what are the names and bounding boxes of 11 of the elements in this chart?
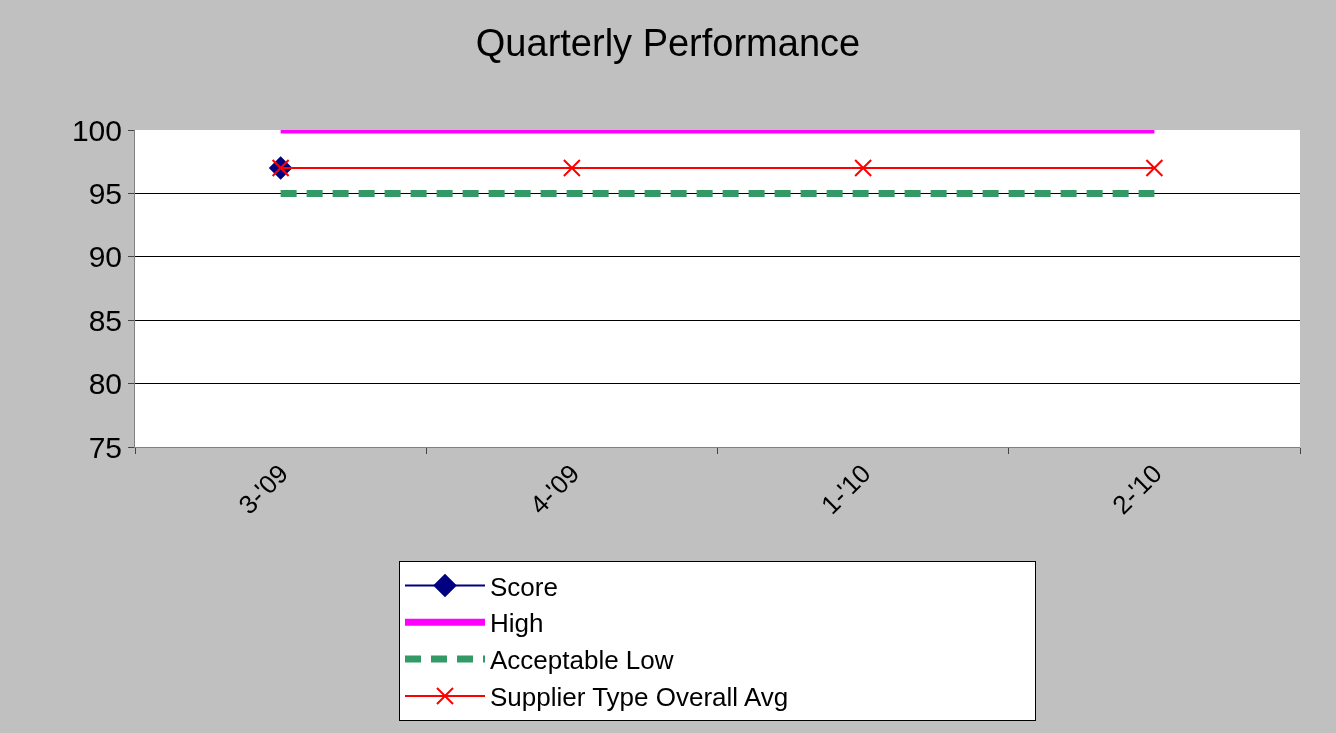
y-tick-label: 85: [88, 303, 122, 337]
legend-label: Acceptable Low: [490, 645, 674, 676]
y-tick-label: 75: [88, 430, 122, 464]
y-tick-label: 90: [88, 240, 122, 274]
y-tick-label: 95: [88, 176, 122, 210]
legend-label: Supplier Type Overall Avg: [490, 682, 789, 713]
legend-label: Score: [490, 571, 558, 602]
legend-label: High: [490, 608, 544, 639]
y-tick-label: 100: [71, 113, 122, 147]
y-tick-label: 80: [88, 367, 122, 401]
chart-title: Quarterly Performance: [475, 21, 861, 64]
